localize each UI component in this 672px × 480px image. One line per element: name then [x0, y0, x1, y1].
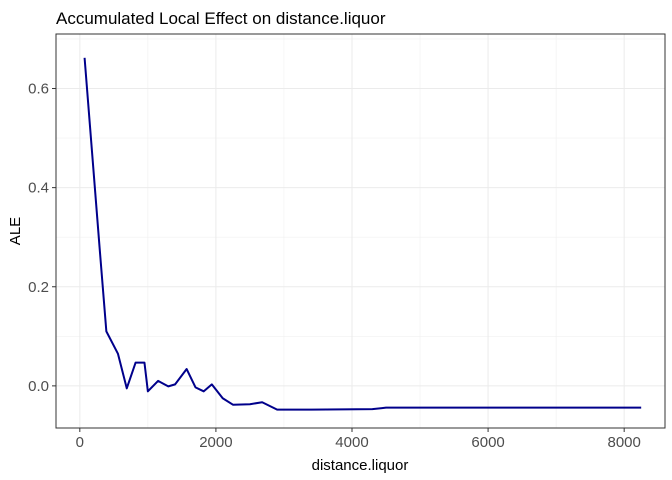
x-tick-label: 2000	[199, 434, 232, 451]
x-tick-label: 0	[76, 434, 84, 451]
y-tick-label: 0.6	[28, 81, 49, 98]
x-tick-label: 4000	[335, 434, 368, 451]
panel-border	[55, 33, 666, 429]
x-axis-label: distance.liquor	[312, 457, 409, 474]
y-tick-label: 0.2	[28, 279, 49, 296]
y-tick-label: 0.0	[28, 378, 49, 395]
x-tick-label: 8000	[607, 434, 640, 451]
panel-grid	[56, 34, 665, 428]
ale-series-line	[83, 57, 642, 411]
y-tick-label: 0.4	[28, 180, 49, 197]
chart-title: Accumulated Local Effect on distance.liq…	[56, 9, 386, 28]
axis-ticks: 0 2000 4000 6000 8000 0.0 0.2 0.4 0.6	[28, 81, 641, 451]
y-axis-label: ALE	[7, 217, 24, 245]
series-layer	[83, 57, 642, 411]
x-tick-label: 6000	[471, 434, 504, 451]
